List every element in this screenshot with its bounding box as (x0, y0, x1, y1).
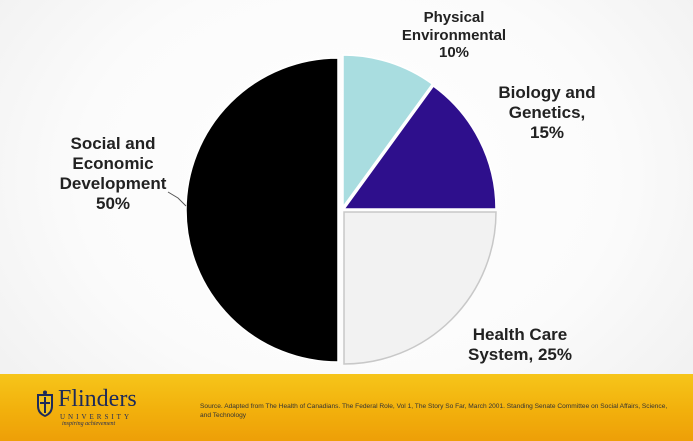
source-citation: Source. Adapted from The Health of Canad… (200, 403, 668, 420)
pie-chart (167, 54, 497, 365)
label-health-care-system: Health Care System, 25% (450, 325, 590, 365)
label-physical-environmental: Physical Environmental 10% (384, 9, 524, 62)
logo-subtitle: UNIVERSITY (60, 413, 132, 421)
flinders-logo: Flinders UNIVERSITY inspiring achievemen… (36, 386, 176, 432)
pie-slice-health-care-system (343, 211, 497, 365)
pie-slice-social-and-economic-development (185, 57, 339, 363)
crest-icon (37, 390, 53, 417)
logo-name: Flinders (58, 386, 137, 412)
label-physical-line-2: Environmental (401, 26, 507, 44)
leader-line-social (167, 191, 187, 207)
logo-tagline: inspiring achievement (62, 421, 116, 427)
pie-slice-biology-and-genetics (342, 84, 497, 210)
label-physical-line-3: 10% (438, 44, 470, 62)
label-social-line-4: 50% (95, 194, 131, 214)
pie-slice-physical-environmental (342, 54, 434, 210)
label-social-line-3: Development (59, 174, 167, 194)
label-social-economic: Social and Economic Development 50% (48, 134, 178, 214)
label-biology-line-1: Biology and (498, 83, 596, 102)
label-biology-line-2: Genetics, (508, 103, 586, 123)
label-physical-line-1: Physical (423, 9, 485, 26)
label-social-line-1: Social and (70, 134, 156, 153)
label-health-line-2: System, 25% (468, 345, 572, 365)
label-social-line-2: Economic (72, 154, 154, 174)
label-biology-line-3: 15% (529, 123, 565, 143)
label-biology-genetics: Biology and Genetics, 15% (478, 83, 616, 143)
footer-banner: Flinders UNIVERSITY inspiring achievemen… (0, 374, 693, 441)
label-health-line-1: Health Care (472, 325, 568, 344)
